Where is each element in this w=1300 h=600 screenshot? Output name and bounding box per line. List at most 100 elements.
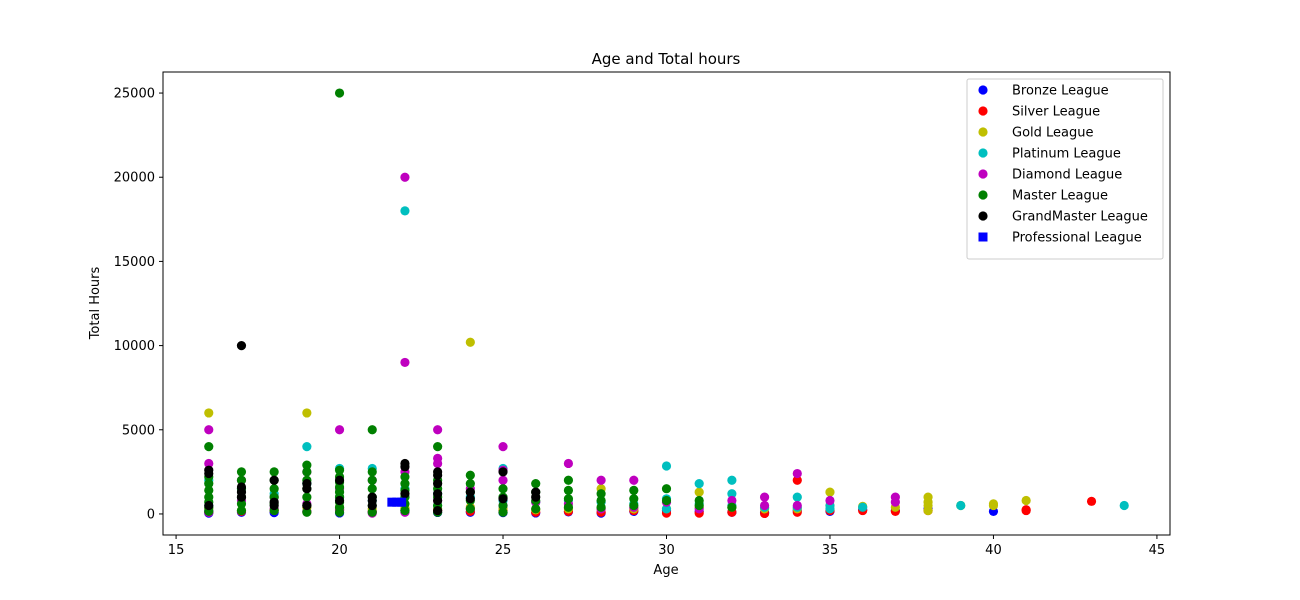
data-point-series-5	[236, 467, 247, 477]
data-point-series-5	[465, 504, 475, 514]
data-point-series-4	[400, 357, 410, 368]
y-tick-label: 15000	[114, 255, 155, 270]
data-point-series-2	[465, 337, 475, 347]
data-point-series-5	[400, 505, 410, 516]
data-point-series-6	[498, 494, 508, 504]
x-tick-label: 25	[495, 543, 512, 558]
data-point-series-6	[531, 492, 541, 502]
y-tick-label: 0	[147, 507, 155, 522]
y-tick-label: 10000	[114, 339, 155, 354]
data-point-series-5	[236, 499, 247, 509]
data-point-series-5	[661, 495, 672, 506]
data-point-series-5	[661, 484, 672, 494]
data-point-series-2	[988, 500, 999, 511]
data-point-series-2	[1021, 495, 1031, 506]
data-point-series-5	[563, 485, 574, 495]
data-point-series-3	[661, 461, 672, 471]
chart-title: Age and Total hours	[592, 50, 741, 68]
data-point-series-6	[236, 340, 247, 351]
data-point-series-4	[759, 492, 770, 502]
data-point-series-6	[400, 489, 410, 499]
x-tick-label: 15	[168, 543, 185, 558]
data-point-series-5	[334, 88, 345, 98]
y-tick-label: 5000	[122, 423, 155, 438]
data-point-series-5	[302, 467, 312, 477]
data-point-series-3	[694, 479, 704, 489]
data-point-series-5	[694, 500, 704, 511]
data-point-series-5	[204, 479, 214, 489]
data-point-series-2	[825, 487, 835, 497]
data-point-series-5	[400, 472, 410, 482]
data-point-series-5	[433, 442, 443, 452]
data-point-series-5	[334, 465, 345, 475]
data-point-series-5	[269, 484, 279, 494]
legend-label: Master League	[1012, 189, 1108, 204]
x-tick-label: 35	[822, 543, 839, 558]
data-point-series-4	[498, 442, 508, 452]
x-axis-label: Age	[653, 563, 678, 578]
data-point-series-6	[433, 479, 443, 489]
data-point-series-6	[204, 500, 214, 511]
data-point-series-6	[302, 484, 312, 494]
data-point-series-2	[302, 408, 312, 418]
data-point-series-6	[465, 494, 475, 504]
data-point-series-3	[1119, 500, 1129, 511]
y-tick-label: 25000	[114, 87, 155, 102]
y-tick-label: 20000	[114, 171, 155, 186]
data-point-series-5	[367, 484, 377, 494]
data-point-series-5	[302, 507, 312, 517]
legend-marker	[978, 169, 988, 179]
axis-ticks: 15 20 25 30 35 40 45 0 5000 10000 15000 20000 25000	[114, 87, 1166, 558]
data-point-series-4	[890, 497, 900, 507]
data-point-series-5	[204, 485, 214, 495]
data-point-series-4	[433, 425, 443, 435]
data-point-series-5	[465, 479, 475, 489]
data-point-series-4	[596, 475, 606, 485]
data-point-series-3	[727, 489, 737, 499]
legend-marker	[978, 190, 988, 200]
data-point-series-7	[387, 497, 397, 507]
data-point-series-6	[204, 468, 214, 479]
data-point-series-5	[302, 460, 312, 470]
x-tick-label: 45	[1149, 543, 1166, 558]
legend-marker	[978, 211, 988, 221]
data-point-series-3	[792, 492, 802, 502]
legend-label: Professional League	[1012, 231, 1142, 246]
data-point-series-6	[334, 495, 345, 506]
data-point-series-3	[727, 475, 737, 485]
data-point-series-4	[433, 458, 443, 469]
legend-marker	[978, 148, 988, 158]
legend-label: GrandMaster League	[1012, 210, 1148, 225]
data-point-series-5	[629, 500, 639, 511]
data-point-series-6	[433, 505, 443, 516]
data-point-series-5	[498, 507, 508, 517]
data-point-series-6	[367, 500, 377, 511]
data-point-series-5	[596, 502, 606, 512]
data-point-series-4	[204, 425, 214, 435]
legend-label: Diamond League	[1012, 168, 1122, 183]
data-point-series-5	[563, 494, 574, 504]
data-point-series-5	[563, 502, 574, 512]
data-point-series-4	[498, 475, 508, 485]
data-point-series-5	[629, 485, 639, 495]
legend-marker	[978, 127, 988, 137]
legend-label: Bronze League	[1012, 84, 1109, 99]
data-point-series-6	[334, 475, 345, 485]
data-point-series-2	[923, 505, 933, 516]
data-point-series-5	[367, 425, 377, 435]
data-point-series-5	[302, 492, 312, 502]
data-point-series-5	[629, 494, 639, 504]
data-point-series-6	[302, 500, 312, 511]
data-point-series-5	[204, 442, 214, 452]
data-point-series-3	[302, 442, 312, 452]
legend-marker	[978, 232, 988, 242]
data-point-series-6	[498, 467, 508, 477]
data-point-series-6	[433, 470, 443, 480]
data-point-series-7	[392, 497, 402, 507]
data-point-series-4	[563, 458, 574, 469]
data-point-series-3	[825, 504, 835, 514]
data-point-series-6	[400, 462, 410, 472]
data-point-series-4	[792, 500, 802, 511]
data-point-series-2	[694, 487, 704, 497]
data-point-series-1	[1021, 505, 1031, 515]
